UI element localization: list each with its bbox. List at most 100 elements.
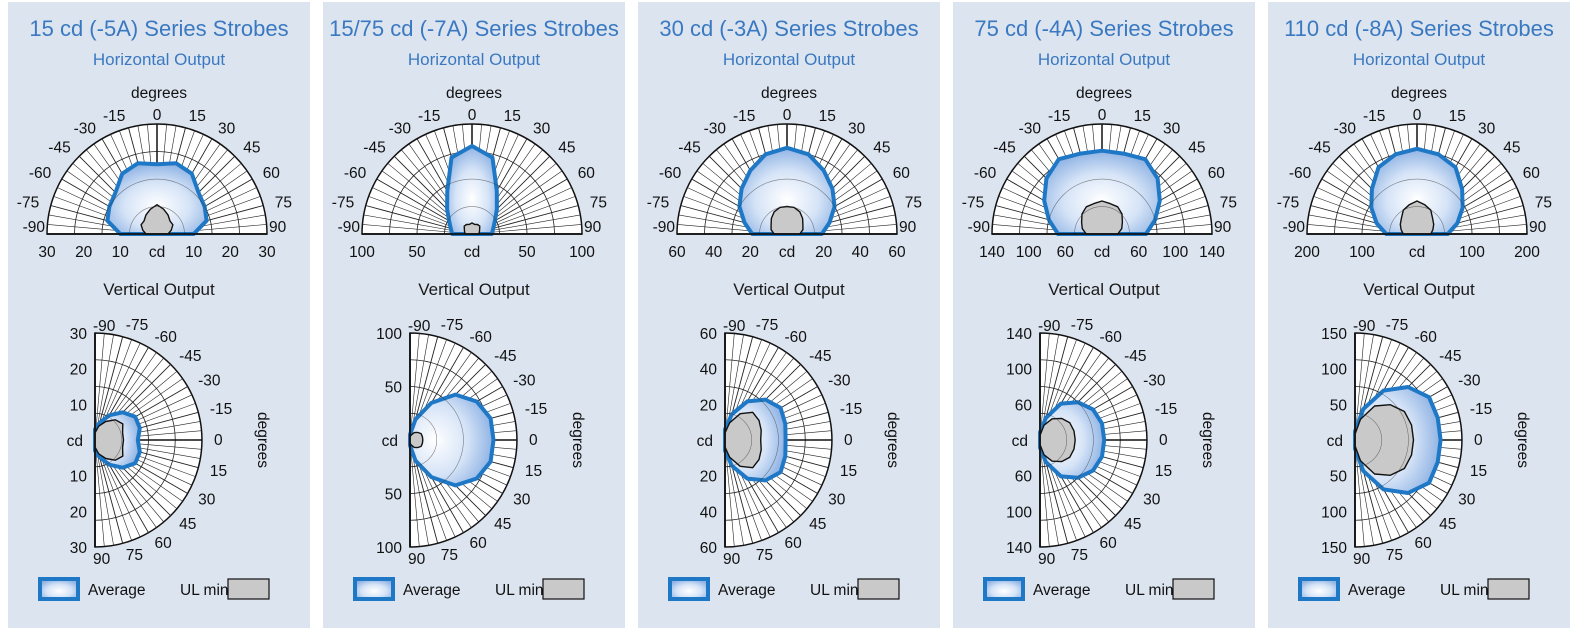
- vertical-grid-ring-overlay: [409, 412, 438, 468]
- horizontal-radial-tick: 60: [1130, 244, 1148, 261]
- vertical-angle-tick: -30: [828, 373, 851, 390]
- horizontal-grid-ring-overlay: [759, 206, 815, 235]
- horizontal-angle-tick: 0: [153, 107, 162, 124]
- horizontal-grid-ring-overlay: [731, 178, 843, 235]
- legend-average-label: Average: [718, 582, 775, 599]
- horizontal-radial-tick: 140: [979, 244, 1005, 261]
- horizontal-angle-tick: -60: [659, 165, 682, 182]
- vertical-angle-tick: -30: [1458, 373, 1481, 390]
- vertical-radial-tick: 50: [1330, 469, 1348, 486]
- horizontal-radial-tick: 10: [112, 244, 130, 261]
- horizontal-radial-tick: 140: [1199, 244, 1225, 261]
- chart-title: 15 cd (-5A) Series Strobes: [29, 16, 289, 41]
- vertical-grid-ring-overlay: [409, 386, 464, 494]
- vertical-angle-tick: -15: [1155, 401, 1177, 418]
- vertical-angle-tick: 45: [1439, 516, 1456, 533]
- horizontal-radial-tick: 50: [518, 244, 536, 261]
- vertical-grid-ring-overlay: [1354, 386, 1409, 494]
- vertical-angle-tick: -90: [93, 318, 116, 335]
- horizontal-subtitle: Horizontal Output: [722, 50, 856, 69]
- horizontal-angle-tick: 30: [1478, 120, 1496, 137]
- horizontal-angle-tick: -30: [389, 120, 412, 137]
- vertical-angle-tick: 75: [1071, 547, 1088, 564]
- horizontal-radial-tick: 30: [258, 244, 276, 261]
- horizontal-angle-tick: -60: [29, 165, 52, 182]
- horizontal-angle-tick: 45: [243, 140, 260, 157]
- vertical-angle-axis-label: degrees: [569, 412, 586, 468]
- vertical-angle-tick: -45: [494, 348, 516, 365]
- horizontal-angle-tick: -30: [1019, 120, 1042, 137]
- vertical-series-ul-min: [1354, 404, 1415, 476]
- horizontal-angle-tick: -60: [344, 165, 367, 182]
- vertical-subtitle: Vertical Output: [418, 280, 530, 299]
- horizontal-angle-tick: -45: [48, 140, 70, 157]
- horizontal-angle-tick: 75: [275, 194, 292, 211]
- vertical-angle-tick: 15: [210, 463, 227, 480]
- legend-average-swatch: [353, 577, 395, 601]
- legend-ul-min-swatch: [857, 578, 900, 600]
- legend-ul-min-label: UL min: [180, 582, 229, 599]
- vertical-unit-label: cd: [1012, 433, 1028, 450]
- vertical-grid-ring-overlay: [724, 386, 779, 494]
- horizontal-unit-label: cd: [1094, 244, 1110, 261]
- vertical-angle-tick: -30: [513, 373, 536, 390]
- vertical-radial-tick: 60: [700, 326, 718, 343]
- horizontal-angle-tick: -75: [1277, 194, 1299, 211]
- horizontal-radial-tick: 40: [852, 244, 870, 261]
- vertical-angle-tick: -75: [126, 317, 148, 334]
- vertical-chart: -90 -75-60-45-30-150153045607590100505010…: [376, 317, 586, 568]
- vertical-angle-tick: 45: [1124, 516, 1141, 533]
- horizontal-angle-tick: -75: [962, 194, 984, 211]
- legend-ul-min-swatch: [542, 578, 585, 600]
- horizontal-angle-tick: 0: [1413, 107, 1422, 124]
- vertical-angle-tick: -45: [809, 348, 831, 365]
- vertical-subtitle: Vertical Output: [103, 280, 215, 299]
- legend: Average UL min: [353, 577, 585, 601]
- vertical-radial-tick: 50: [385, 380, 403, 397]
- vertical-angle-tick: 90: [408, 551, 426, 568]
- horizontal-angle-tick: -15: [103, 108, 125, 125]
- horizontal-radial-tick: 100: [349, 244, 375, 261]
- chart-panel: 15 cd (-5A) Series Strobes Horizontal Out…: [8, 2, 310, 628]
- vertical-radial-tick: 50: [385, 487, 403, 504]
- horizontal-radial-tick: 50: [408, 244, 426, 261]
- horizontal-radial-tick: 30: [38, 244, 56, 261]
- horizontal-subtitle: Horizontal Output: [92, 50, 226, 69]
- vertical-angle-tick: 15: [840, 463, 857, 480]
- vertical-unit-label: cd: [382, 433, 398, 450]
- vertical-angle-axis-label: degrees: [884, 412, 901, 468]
- horizontal-angle-tick: 60: [1523, 165, 1541, 182]
- vertical-angle-tick: 15: [1155, 463, 1172, 480]
- vertical-radial-tick: 60: [1015, 397, 1033, 414]
- vertical-angle-tick: -15: [210, 401, 232, 418]
- horizontal-angle-tick: 60: [1208, 165, 1226, 182]
- vertical-angle-tick: 60: [785, 535, 803, 552]
- legend-average-label: Average: [1348, 582, 1405, 599]
- vertical-radial-tick: 10: [70, 469, 88, 486]
- horizontal-angle-tick: -15: [733, 108, 755, 125]
- horizontal-radial-tick: 100: [1459, 244, 1485, 261]
- vertical-radial-tick: 100: [1321, 362, 1347, 379]
- legend-average-label: Average: [88, 582, 145, 599]
- horizontal-angle-tick: -60: [974, 165, 997, 182]
- vertical-angle-tick: -15: [1470, 401, 1492, 418]
- vertical-angle-tick: -75: [441, 317, 463, 334]
- vertical-angle-tick: 75: [126, 547, 143, 564]
- horizontal-angle-tick: 30: [533, 120, 551, 137]
- legend-ul-min-swatch: [1172, 578, 1215, 600]
- legend-ul-min-label: UL min: [1440, 582, 1489, 599]
- vertical-series-average: [408, 392, 496, 488]
- vertical-angle-tick: -90: [723, 318, 746, 335]
- horizontal-angle-axis-label: degrees: [131, 85, 187, 102]
- vertical-angle-tick: -30: [1143, 373, 1166, 390]
- horizontal-angle-tick: -45: [1308, 140, 1330, 157]
- horizontal-angle-tick: 30: [1163, 120, 1181, 137]
- vertical-radial-tick: 100: [1006, 504, 1032, 521]
- chart-title: 15/75 cd (-7A) Series Strobes: [329, 16, 619, 41]
- vertical-radial-tick: 20: [700, 397, 718, 414]
- vertical-angle-tick: 0: [1159, 432, 1168, 449]
- vertical-radial-tick: 50: [1330, 397, 1348, 414]
